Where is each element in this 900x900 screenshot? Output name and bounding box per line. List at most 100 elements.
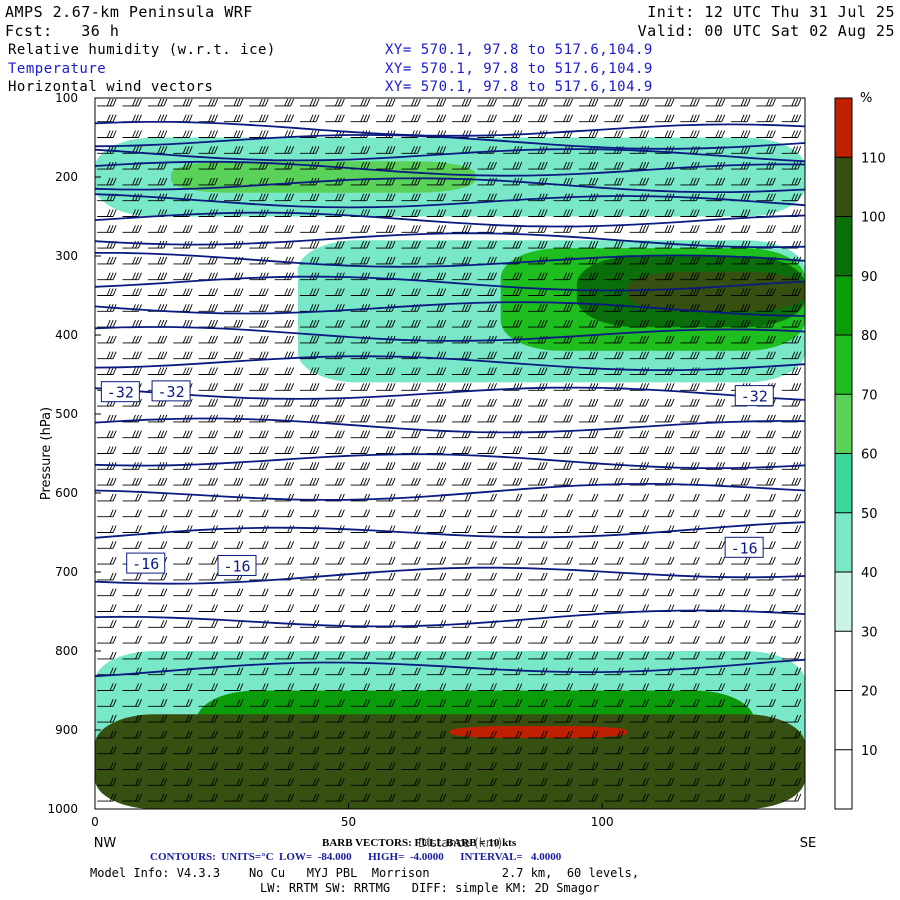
wind-barb xyxy=(376,714,396,723)
wind-barb xyxy=(452,746,472,755)
wind-barb xyxy=(274,667,295,676)
wind-barb xyxy=(274,146,295,154)
wind-barb xyxy=(578,304,599,312)
wind-barb xyxy=(604,193,624,202)
wind-barb xyxy=(578,683,599,691)
wind-barb xyxy=(604,762,624,770)
wind-barb xyxy=(198,383,218,391)
wind-barb xyxy=(350,462,371,470)
wind-barb xyxy=(350,635,371,644)
wind-barb xyxy=(680,493,700,502)
wind-barb xyxy=(426,383,447,391)
wind-barb xyxy=(249,240,269,249)
wind-barb xyxy=(147,620,168,628)
wind-barb xyxy=(223,746,244,755)
wind-barb xyxy=(553,477,573,486)
temperature-contour xyxy=(95,121,805,137)
wind-barb xyxy=(147,319,168,328)
wind-barb xyxy=(401,793,421,802)
wind-barb xyxy=(553,430,573,439)
wind-barb xyxy=(756,367,776,375)
wind-barb xyxy=(122,762,142,770)
wind-barb xyxy=(426,541,447,549)
colorbar-tick-label: 20 xyxy=(861,685,878,700)
wind-barb xyxy=(325,446,345,454)
wind-barb xyxy=(300,746,320,755)
wind-barb xyxy=(249,161,269,170)
wind-barb xyxy=(477,161,497,170)
wind-barb xyxy=(731,446,751,454)
wind-barb xyxy=(97,778,117,786)
wind-barb xyxy=(198,98,218,107)
wind-barb xyxy=(502,635,523,644)
wind-barb xyxy=(680,541,700,549)
wind-barb xyxy=(274,588,295,597)
wind-barb xyxy=(452,398,472,407)
wind-barb xyxy=(426,430,447,439)
wind-barb xyxy=(705,477,726,486)
wind-barb xyxy=(122,572,142,581)
wind-barb xyxy=(350,572,371,581)
wind-barb xyxy=(553,398,573,407)
wind-barb xyxy=(629,746,650,755)
wind-barb xyxy=(528,240,548,249)
wind-barb xyxy=(452,161,472,170)
wind-barb xyxy=(173,730,193,739)
wind-barb xyxy=(477,762,497,770)
wind-barb xyxy=(223,304,244,312)
wind-barb xyxy=(578,335,599,344)
wind-barb xyxy=(528,114,548,123)
temperature-contour xyxy=(95,386,805,401)
wind-barb xyxy=(452,414,472,423)
wind-barb xyxy=(655,556,675,565)
wind-barb xyxy=(97,793,117,802)
wind-barb xyxy=(731,288,751,296)
colorbar-tick-label: 100 xyxy=(861,211,886,226)
wind-barb xyxy=(350,556,371,565)
wind-barb xyxy=(502,793,523,802)
wind-barb xyxy=(604,651,624,660)
wind-barb xyxy=(731,762,751,770)
wind-barb xyxy=(629,620,650,628)
wind-barb xyxy=(350,604,371,612)
wind-barb xyxy=(502,730,523,739)
wind-barb xyxy=(756,604,776,612)
wind-barb xyxy=(426,256,447,265)
wind-barb xyxy=(249,793,269,802)
temperature-contour xyxy=(95,609,805,628)
wind-barb xyxy=(147,730,168,739)
wind-barb xyxy=(223,114,244,123)
wind-barb xyxy=(376,177,396,186)
wind-barb xyxy=(756,130,776,138)
wind-barb xyxy=(401,367,421,375)
wind-barb xyxy=(376,651,396,660)
wind-barb xyxy=(223,446,244,454)
wind-barb xyxy=(376,762,396,770)
wind-barb xyxy=(376,114,396,123)
wind-barb xyxy=(274,635,295,644)
wind-barb xyxy=(274,477,295,486)
wind-barb xyxy=(553,493,573,502)
wind-barb xyxy=(350,667,371,676)
wind-barb xyxy=(629,193,650,202)
wind-barb xyxy=(553,225,573,233)
wind-barb xyxy=(502,114,523,123)
wind-barb xyxy=(629,414,650,423)
wind-barb xyxy=(604,319,624,328)
wind-barb xyxy=(401,240,421,249)
wind-barb xyxy=(300,714,320,723)
wind-barb xyxy=(502,367,523,375)
wind-barb xyxy=(300,367,320,375)
wind-barb xyxy=(655,114,675,123)
wind-barb xyxy=(528,98,548,107)
wind-barb xyxy=(376,699,396,707)
wind-barb xyxy=(528,304,548,312)
wind-barb xyxy=(452,462,472,470)
wind-barb xyxy=(502,462,523,470)
contour-label: -32 xyxy=(741,388,768,406)
wind-barb xyxy=(173,304,193,312)
wind-barb xyxy=(223,398,244,407)
wind-barb xyxy=(147,525,168,533)
wind-barb xyxy=(173,635,193,644)
wind-barb xyxy=(97,430,117,439)
